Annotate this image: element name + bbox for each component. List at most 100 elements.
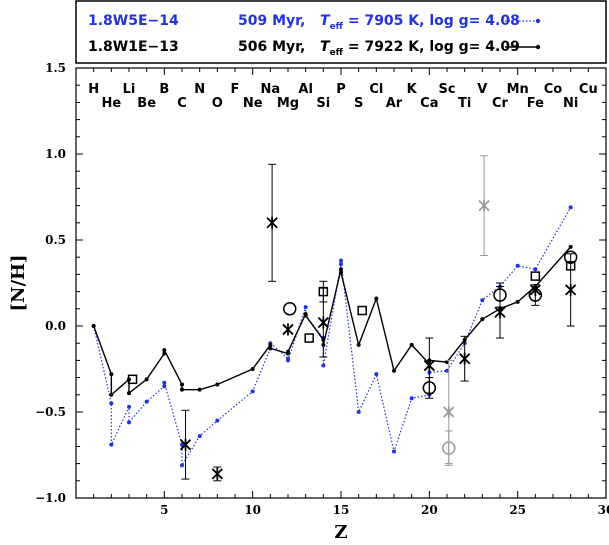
observation-square-marker [127, 374, 138, 385]
series-2-point [127, 391, 131, 396]
y-tick-label: −1.0 [35, 491, 66, 505]
element-label-ne: Ne [243, 96, 263, 111]
series-1-point [568, 205, 573, 210]
plot-frame [75, 67, 607, 499]
element-label-li: Li [123, 82, 136, 97]
y-axis-label: [N/H] [8, 254, 29, 311]
series-2-line [93, 246, 572, 397]
element-label-n: N [194, 82, 205, 97]
x-axis-label: Z [334, 522, 347, 543]
series-1-point [180, 442, 184, 447]
legend-series-2-marker [535, 44, 541, 50]
element-label-v: V [477, 82, 487, 97]
legend-series-1-marker [535, 18, 541, 24]
element-label-na: Na [261, 82, 281, 97]
y-tick-label: −0.5 [35, 405, 66, 419]
series-1-point [197, 434, 202, 439]
series-1-point [162, 380, 167, 385]
series-1-point [533, 267, 538, 272]
series-1-point [162, 384, 167, 389]
series-2-point [215, 382, 220, 387]
observation-star-marker [179, 438, 192, 451]
series-1-point [321, 363, 326, 368]
element-label-mg: Mg [277, 96, 299, 111]
element-label-ar: Ar [386, 96, 403, 111]
element-label-sc: Sc [438, 82, 455, 97]
series-1-point [286, 358, 290, 363]
observation-star-marker [529, 283, 541, 296]
legend-series-1-teff-sub: eff [330, 22, 344, 32]
element-label-co: Co [544, 82, 563, 97]
element-label-ni: Ni [563, 96, 578, 111]
series-2-point [162, 351, 167, 356]
element-label-be: Be [137, 96, 156, 111]
element-label-ti: Ti [458, 96, 471, 111]
series-2-point [480, 317, 485, 322]
series-1-point [303, 305, 308, 310]
series-1-point [374, 372, 379, 377]
series-2-point [374, 296, 379, 301]
series-2-point [197, 387, 202, 392]
legend-series-2-name: 1.8W1E−13 [88, 39, 179, 55]
element-label-f: F [231, 82, 240, 97]
series-1-point [109, 401, 114, 406]
observation-star-marker [459, 352, 471, 365]
legend-frame [75, 0, 607, 64]
y-tick-label: 1.5 [45, 61, 66, 75]
element-label-si: Si [316, 96, 330, 111]
x-tick-label: 30 [598, 503, 609, 517]
legend-series-2-params: Teff = 7922 K, log g= 4.09 [320, 39, 520, 58]
element-label-o: O [212, 96, 223, 111]
series-1-point [144, 399, 149, 404]
series-1-point [180, 463, 184, 468]
series-1-point [445, 368, 449, 373]
series-1-point [215, 418, 220, 423]
x-tick-label: 15 [333, 503, 350, 517]
series-1-point [515, 263, 520, 268]
series-1-point [392, 449, 396, 454]
element-label-cl: Cl [369, 82, 383, 97]
observation-star-marker [478, 199, 490, 212]
observed-abundances [127, 155, 578, 482]
series-1-point [409, 396, 414, 401]
series-2-point [445, 360, 449, 365]
series-1-point [109, 442, 114, 447]
series-1-point [250, 389, 255, 394]
series-2-point [303, 313, 308, 318]
legend: 1.8W5E−14 509 Myr, Teff = 7905 K, log g=… [75, 0, 607, 64]
series-2-point [144, 377, 149, 382]
legend-series-1-params: Teff = 7905 K, log g= 4.08 [320, 13, 520, 32]
legend-series-2-teff-value: = 7922 K, log g= 4.09 [343, 39, 520, 55]
element-label-ca: Ca [420, 96, 438, 111]
observation-star-marker [443, 406, 455, 418]
series-2-point [392, 368, 396, 373]
legend-series-2-age: 506 Myr, [238, 39, 305, 55]
observation-star-marker [266, 216, 278, 229]
observation-star-marker [317, 316, 329, 329]
observation-square-marker [357, 305, 367, 316]
series-1-point [480, 298, 485, 303]
observation-circle-marker [283, 302, 297, 316]
series-1-point [127, 420, 131, 425]
observation-square-marker [304, 333, 314, 343]
series-2-point [356, 342, 361, 347]
legend-series-2-teff-symbol: T [320, 39, 331, 55]
element-labels: H Li B N F Na Al P Cl K Sc V Mn Co Cu He Be C O Ne Mg Si S Ar Ca… [88, 82, 598, 111]
x-tick-label: 25 [509, 503, 526, 517]
series-2-point [339, 267, 343, 272]
element-label-he: He [101, 96, 121, 111]
series-2-point [109, 392, 114, 397]
series-2-point [91, 324, 96, 328]
series-2-point [268, 346, 273, 351]
series-2-point [286, 349, 290, 354]
series-1-line [93, 207, 572, 468]
series-2-point [109, 372, 114, 377]
element-label-h: H [88, 82, 99, 97]
series-1-point [127, 404, 131, 409]
element-label-s: S [354, 96, 363, 111]
series-2-point [180, 387, 184, 392]
series-1-point [356, 410, 361, 414]
series-1-point [339, 262, 343, 267]
legend-series-2-teff-sub: eff [330, 48, 344, 58]
